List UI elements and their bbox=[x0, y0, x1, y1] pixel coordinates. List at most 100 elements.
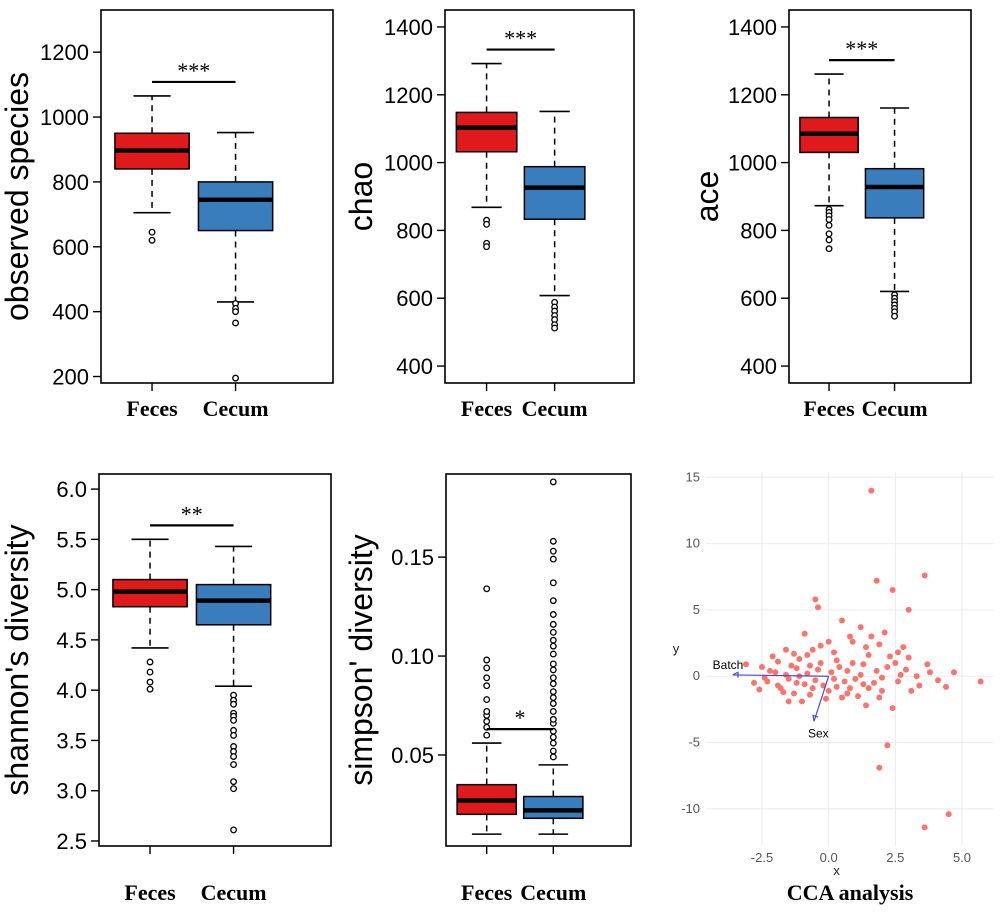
outlier-point bbox=[483, 682, 491, 690]
y-tick-label: 0.10 bbox=[391, 644, 434, 669]
x-tick-label: 2.5 bbox=[886, 850, 904, 865]
outlier-point bbox=[483, 585, 491, 593]
outlier-point bbox=[483, 664, 491, 672]
outlier-point bbox=[825, 216, 833, 224]
y-axis-title: observed species bbox=[0, 72, 35, 321]
outlier-point bbox=[825, 221, 833, 229]
outlier-point bbox=[825, 230, 833, 238]
y-tick-label: 1000 bbox=[728, 151, 777, 176]
outlier-point bbox=[146, 678, 154, 686]
data-point bbox=[908, 687, 915, 694]
data-point bbox=[884, 663, 891, 670]
y-tick-label: 0.15 bbox=[391, 545, 434, 570]
outlier-point bbox=[549, 753, 557, 761]
outlier-point bbox=[146, 668, 154, 676]
data-point bbox=[791, 690, 797, 697]
data-point bbox=[905, 654, 912, 661]
data-point bbox=[817, 642, 824, 649]
data-point bbox=[809, 685, 816, 692]
x-tick-label: 5.0 bbox=[953, 850, 971, 865]
category-label-cecum: Cecum bbox=[203, 396, 269, 421]
y-axis-title: shannon's diversity bbox=[0, 524, 35, 795]
outlier-point bbox=[891, 312, 899, 320]
outlier-point bbox=[232, 308, 240, 316]
data-point bbox=[775, 658, 781, 665]
data-point bbox=[860, 661, 867, 668]
outlier-point bbox=[230, 731, 238, 739]
significance-stars: *** bbox=[504, 26, 537, 51]
y-tick-label: 600 bbox=[52, 235, 89, 260]
outlier-point bbox=[230, 700, 238, 708]
y-tick-label: 200 bbox=[52, 365, 89, 390]
data-point bbox=[889, 587, 896, 594]
outlier-point bbox=[483, 674, 491, 682]
box-cecum bbox=[195, 583, 272, 626]
significance-stars: ** bbox=[181, 501, 203, 526]
y-axis-title: ace bbox=[689, 171, 725, 223]
outlier-point bbox=[146, 658, 154, 666]
outlier-point bbox=[549, 694, 557, 702]
chart-title: CCA analysis bbox=[787, 880, 914, 905]
data-point bbox=[812, 677, 819, 684]
significance-stars: *** bbox=[177, 58, 210, 83]
data-point bbox=[943, 683, 949, 690]
outlier-point bbox=[230, 778, 238, 786]
data-point bbox=[807, 691, 813, 698]
data-point bbox=[780, 689, 787, 696]
data-point bbox=[769, 653, 776, 660]
data-point bbox=[879, 674, 885, 681]
outlier-point bbox=[549, 611, 557, 618]
outlier-point bbox=[146, 685, 154, 693]
plot-frame bbox=[788, 9, 972, 384]
data-point bbox=[772, 669, 779, 676]
outlier-point bbox=[230, 826, 238, 834]
outlier-point bbox=[549, 666, 557, 674]
shannon-diversity-boxplot: 2.5 3.0 3.5 4.0 4.5 5.0 5.5 6.0 shannon's divers… bbox=[0, 473, 332, 905]
data-point bbox=[903, 666, 909, 673]
y-tick-label: 1000 bbox=[384, 151, 433, 176]
data-point bbox=[884, 742, 891, 749]
outlier-point bbox=[549, 660, 557, 668]
data-point bbox=[833, 657, 840, 664]
data-point bbox=[844, 667, 851, 674]
data-point bbox=[759, 663, 765, 670]
plot-frame bbox=[445, 473, 632, 847]
outlier-point bbox=[551, 324, 559, 332]
data-point bbox=[847, 633, 853, 640]
outlier-point bbox=[230, 785, 238, 793]
data-point bbox=[812, 596, 819, 603]
category-label-feces: Feces bbox=[461, 880, 513, 905]
outlier-point bbox=[549, 680, 557, 688]
data-point bbox=[860, 681, 867, 688]
y-tick-label: 400 bbox=[740, 354, 777, 379]
box-cecum bbox=[523, 165, 586, 220]
data-point bbox=[793, 679, 800, 686]
y-axis-title: y bbox=[673, 641, 680, 656]
data-point bbox=[831, 675, 837, 682]
data-point bbox=[921, 572, 928, 579]
y-tick-label: 5.5 bbox=[56, 527, 87, 552]
data-point bbox=[785, 698, 792, 705]
outlier-point bbox=[148, 228, 156, 236]
data-point bbox=[921, 824, 928, 831]
plot-background bbox=[706, 472, 994, 846]
data-point bbox=[841, 678, 848, 685]
y-tick-label: 2.5 bbox=[56, 829, 87, 854]
data-point bbox=[783, 671, 789, 678]
box-cecum bbox=[197, 181, 274, 232]
category-label-feces: Feces bbox=[803, 396, 855, 421]
data-point bbox=[876, 764, 883, 771]
data-point bbox=[828, 669, 835, 676]
y-tick-label: 600 bbox=[396, 286, 433, 311]
data-point bbox=[900, 644, 907, 651]
category-label-cecum: Cecum bbox=[520, 880, 586, 905]
outlier-point bbox=[549, 739, 557, 747]
data-point bbox=[767, 667, 773, 674]
vector-arrowhead bbox=[812, 714, 819, 722]
data-point bbox=[849, 638, 856, 645]
data-point bbox=[743, 661, 749, 668]
data-point bbox=[895, 678, 901, 685]
data-point bbox=[775, 682, 781, 689]
outlier-point bbox=[549, 733, 557, 741]
